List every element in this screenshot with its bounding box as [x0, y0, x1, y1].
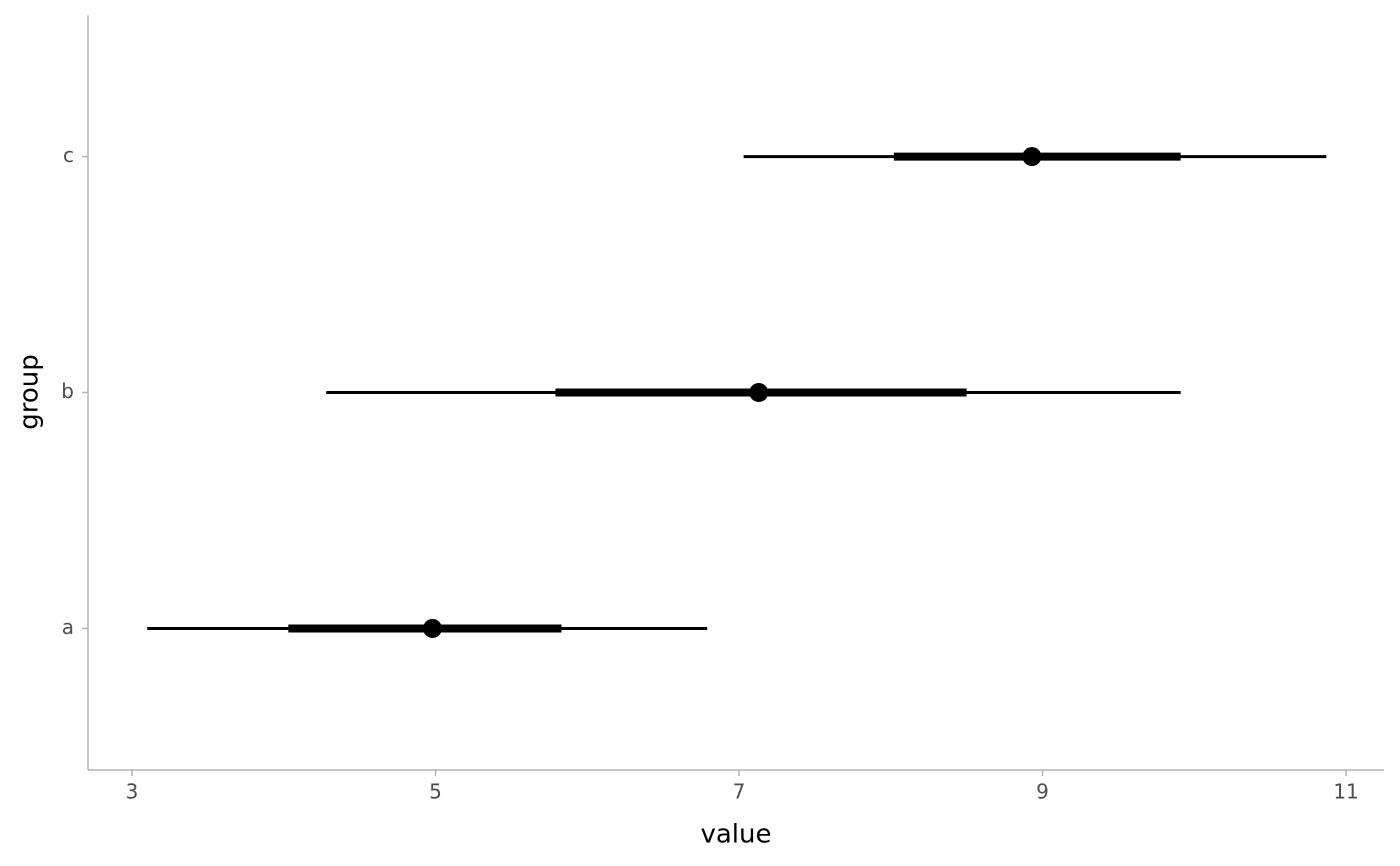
x-tick-label: 7 — [733, 780, 746, 804]
x-tick-label: 11 — [1333, 780, 1358, 804]
y-tick-label: a — [62, 615, 74, 639]
x-tick-label: 9 — [1036, 780, 1049, 804]
point — [749, 383, 769, 402]
x-axis-title: value — [700, 820, 771, 850]
x-tick-label: 3 — [126, 780, 139, 804]
y-tick-label: c — [63, 143, 74, 167]
point — [422, 618, 442, 638]
y-tick-label: b — [61, 379, 74, 403]
x-tick-label: 5 — [429, 780, 442, 804]
point — [1022, 147, 1042, 167]
y-axis-title: group — [15, 354, 45, 430]
